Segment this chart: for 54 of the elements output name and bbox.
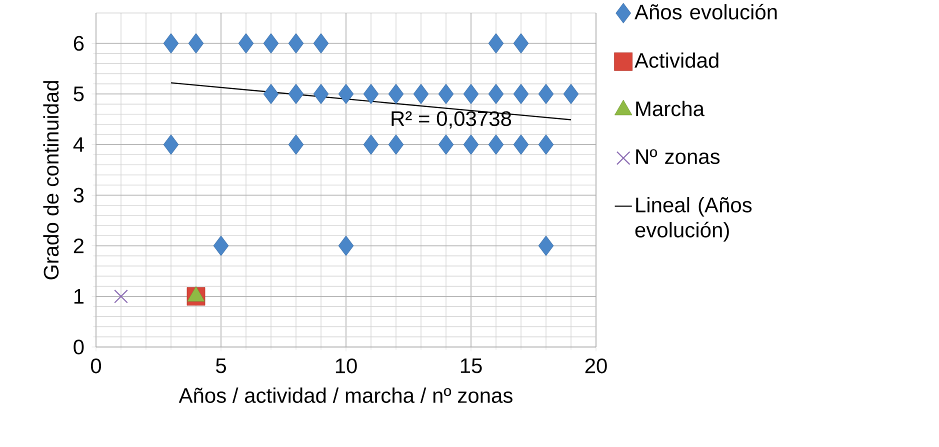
legend-label: Actividad — [634, 52, 718, 68]
point — [238, 33, 254, 54]
point — [438, 84, 454, 104]
point — [513, 134, 529, 155]
point — [538, 236, 554, 256]
point — [163, 33, 179, 54]
point — [288, 134, 304, 155]
point — [388, 84, 404, 104]
y-tick-label: 6 — [74, 36, 84, 51]
legend-label: Marcha — [636, 100, 704, 116]
point — [438, 134, 454, 155]
legend-label: Nº zonas — [636, 149, 720, 164]
point — [463, 134, 479, 155]
point — [213, 236, 229, 256]
point — [488, 33, 504, 54]
point — [338, 84, 354, 104]
point — [463, 84, 479, 104]
point — [114, 289, 128, 304]
point — [263, 33, 279, 54]
x-axis-title: Años / actividad / marcha / nº zonas — [178, 388, 512, 403]
point — [163, 134, 179, 155]
y-tick-label: 5 — [74, 86, 84, 102]
y-axis-title: Grado de continuidad — [43, 81, 59, 280]
x-tick-label: 10 — [336, 358, 357, 374]
point — [513, 84, 529, 104]
point — [313, 84, 329, 104]
y-tick-label: 1 — [74, 289, 84, 304]
point — [488, 134, 504, 155]
y-tick-label: 0 — [74, 340, 84, 354]
point — [538, 84, 554, 104]
point — [563, 84, 579, 104]
x-tick-label: 0 — [90, 358, 102, 374]
point — [363, 84, 379, 104]
y-tick-label: 3 — [74, 188, 84, 203]
point — [288, 84, 304, 104]
x-tick-label: 5 — [216, 358, 226, 374]
legend-label: Lineal (Años evolución) — [635, 197, 752, 242]
x-tick-label: 15 — [460, 358, 482, 374]
point — [263, 84, 279, 104]
point — [388, 134, 404, 155]
point — [313, 33, 329, 54]
point — [488, 84, 504, 104]
x-tick-label: 20 — [585, 358, 607, 374]
point — [363, 134, 379, 155]
point — [413, 84, 429, 104]
y-tick-label: 2 — [74, 238, 84, 254]
point — [338, 236, 354, 256]
y-tick-label: 4 — [73, 137, 84, 152]
point — [538, 134, 554, 155]
point — [288, 33, 304, 54]
point — [513, 33, 529, 54]
point — [188, 33, 204, 54]
legend-label: Años evolución — [634, 4, 777, 20]
annotation: R² = 0,03738 — [392, 111, 512, 129]
